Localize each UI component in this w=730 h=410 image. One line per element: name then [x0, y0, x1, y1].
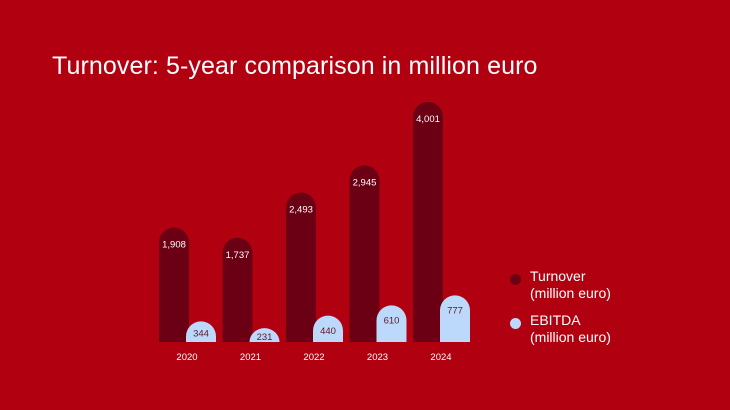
legend-label-ebitda: EBITDA (million euro) [530, 312, 611, 345]
legend-swatch-ebitda [510, 318, 521, 329]
x-tick-label-2021: 2021 [240, 352, 261, 363]
bar-ebitda-2021 [249, 328, 280, 342]
data-label-turnover-2024: 4,001 [416, 114, 440, 125]
data-label-turnover-2023: 2,945 [353, 177, 377, 188]
bar-turnover-2023 [349, 165, 380, 342]
data-label-ebitda-2024: 777 [447, 305, 463, 316]
bar-turnover-2022 [286, 192, 316, 342]
legend-swatch-turnover [510, 274, 521, 285]
x-tick-label-2024: 2024 [430, 352, 451, 363]
data-label-ebitda-2023: 610 [384, 315, 400, 326]
x-tick-label-2020: 2020 [176, 352, 197, 363]
legend-label-turnover: Turnover (million euro) [530, 268, 611, 301]
bar-turnover-2020 [159, 227, 189, 342]
bar-ebitda-2024 [440, 295, 470, 342]
chart-title: Turnover: 5-year comparison in million e… [52, 52, 538, 80]
bar-turnover-2021 [222, 237, 253, 342]
bar-ebitda-2022 [313, 315, 343, 342]
data-label-ebitda-2021: 231 [257, 332, 273, 343]
data-label-ebitda-2022: 440 [320, 326, 336, 337]
x-tick-label-2023: 2023 [367, 352, 388, 363]
data-label-ebitda-2020: 344 [193, 329, 209, 340]
data-label-turnover-2022: 2,493 [289, 204, 313, 215]
data-label-turnover-2021: 1,737 [226, 250, 250, 261]
bar-turnover-2024 [413, 102, 443, 342]
data-label-turnover-2020: 1,908 [162, 240, 186, 251]
bar-ebitda-2020 [186, 321, 216, 342]
bar-ebitda-2023 [376, 305, 407, 342]
x-tick-label-2022: 2022 [303, 352, 324, 363]
